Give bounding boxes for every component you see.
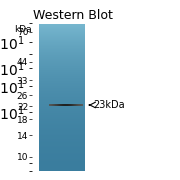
- Title: Western Blot: Western Blot: [33, 9, 113, 22]
- Text: 23kDa: 23kDa: [93, 100, 125, 110]
- Text: kDa: kDa: [14, 25, 32, 34]
